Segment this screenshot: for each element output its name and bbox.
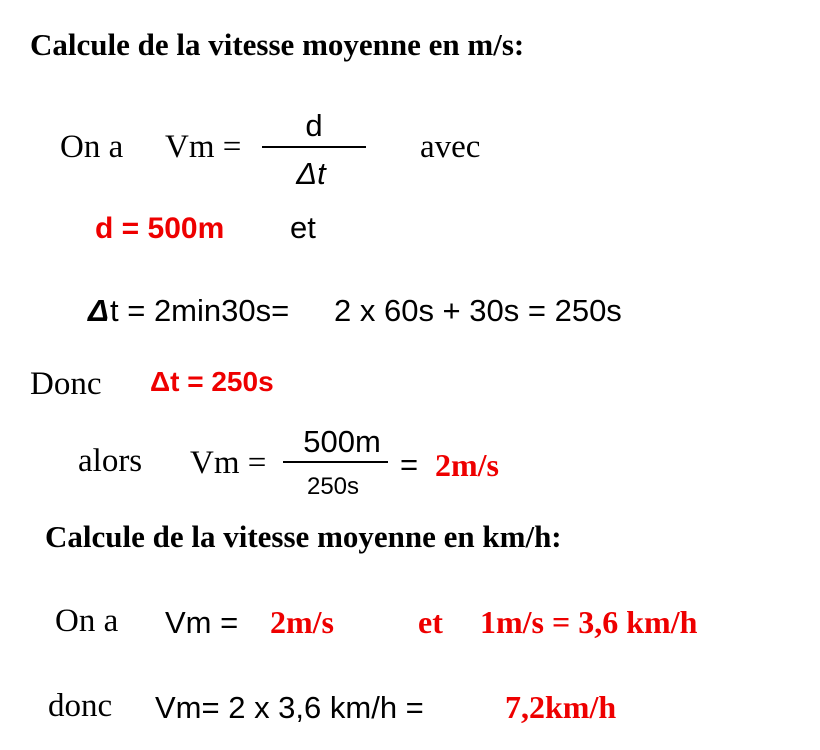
denominator: 250s xyxy=(307,473,359,500)
text: t = 2min30s= xyxy=(110,293,289,328)
highlight: 1m/s = 3,6 km/h xyxy=(480,604,698,640)
highlight: d = 500m xyxy=(95,212,224,245)
text: On a xyxy=(55,603,119,639)
highlight: et xyxy=(418,604,443,640)
text: 2 x 60s + 30s = 250s xyxy=(334,293,622,328)
highlight: 2m/s xyxy=(435,447,499,483)
text: Vm= 2 x 3,6 km/h = xyxy=(155,690,424,725)
heading: Calcule de la vitesse moyenne en km/h: xyxy=(45,519,562,554)
text: Vm = xyxy=(165,605,238,640)
text: avec xyxy=(420,129,480,165)
text: Donc xyxy=(30,366,101,402)
highlight: 2m/s xyxy=(270,604,334,640)
text: et xyxy=(290,210,316,245)
text: donc xyxy=(48,688,112,724)
text: On a xyxy=(60,129,124,165)
text: Vm = xyxy=(165,129,241,165)
heading: Calcule de la vitesse moyenne en m/s: xyxy=(30,27,524,62)
highlight: 7,2km/h xyxy=(505,689,616,725)
text: = xyxy=(400,447,418,482)
highlight: Δt = 250s xyxy=(150,366,274,397)
numerator: 500m xyxy=(303,424,381,459)
text: alors xyxy=(78,443,142,479)
text: Vm = xyxy=(190,445,266,481)
symbol: Δ xyxy=(87,293,109,328)
denominator: Δt xyxy=(295,156,327,191)
numerator: d xyxy=(305,108,322,143)
